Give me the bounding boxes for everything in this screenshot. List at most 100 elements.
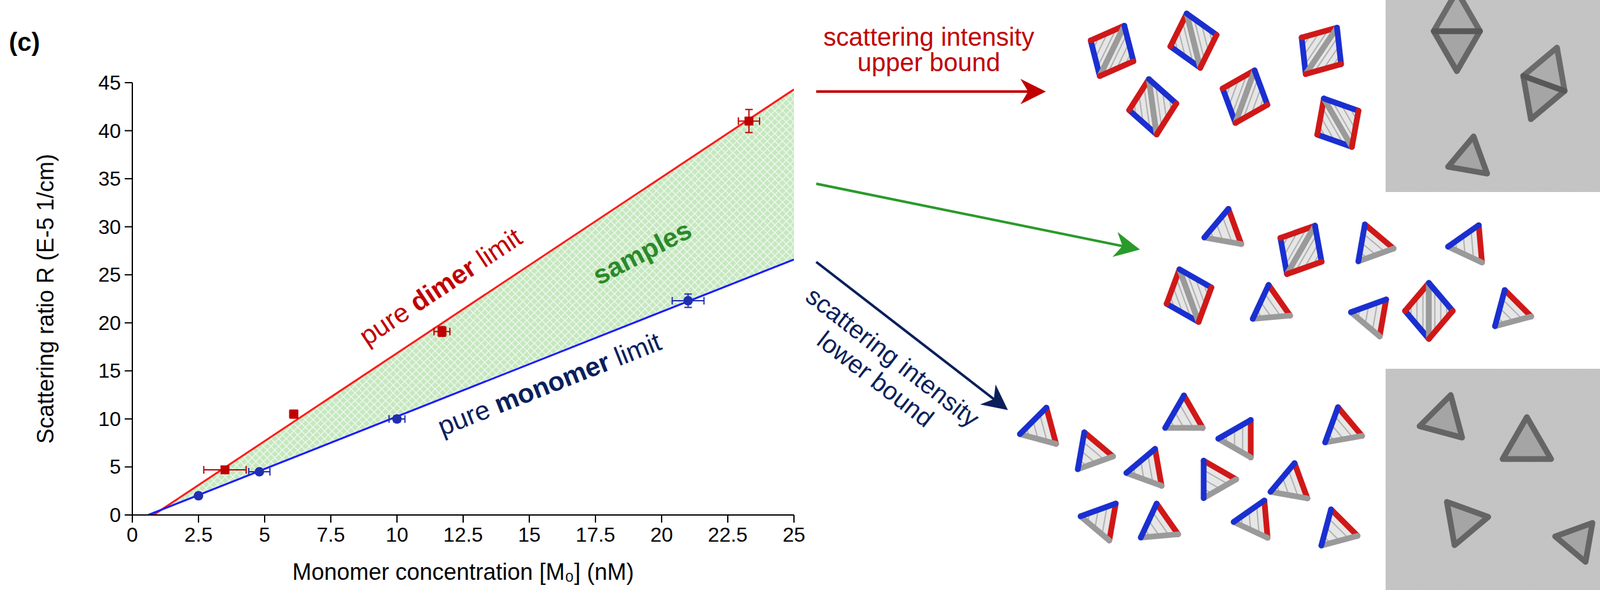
- y-tick: [124, 178, 133, 180]
- x-tick: [660, 515, 663, 523]
- x-error-bar: [203, 466, 247, 474]
- origami-edge: [1165, 425, 1204, 432]
- monomer-icon: [1019, 403, 1065, 445]
- limit-label: pure dimer limit: [353, 222, 528, 352]
- y-tick-label: 0: [109, 503, 121, 527]
- origami-edge: [1189, 287, 1221, 322]
- origami-edge: [1313, 509, 1340, 546]
- origami-face: [1347, 218, 1394, 262]
- origami-face: [1187, 451, 1237, 499]
- x-tick-label: 25: [782, 523, 806, 547]
- data-point: [683, 296, 693, 307]
- x-tick-label: 2.5: [184, 523, 213, 547]
- origami-face: [1218, 410, 1268, 459]
- y-tick-label: 45: [97, 71, 121, 95]
- origami-edge: [1351, 312, 1380, 337]
- origami-edge: [1325, 436, 1363, 443]
- origami-edge: [1447, 246, 1482, 263]
- y-axis-title: Scattering ratio R (E-5 1/cm): [32, 153, 59, 445]
- tem-particle: [1433, 31, 1481, 72]
- x-error-bar: [738, 117, 760, 125]
- origami-edge: [1323, 86, 1359, 123]
- limit-label: pure monomer limit: [433, 326, 666, 442]
- x-tick: [396, 515, 398, 523]
- origami-edge: [1495, 316, 1532, 327]
- origami-face: [1405, 283, 1429, 340]
- monomer-icon: [1486, 285, 1532, 327]
- origami-edge: [1183, 395, 1203, 429]
- origami-edge: [1019, 403, 1047, 440]
- origami-face: [1270, 459, 1314, 499]
- x-tick-label: 12.5: [443, 523, 483, 547]
- origami-edge: [1126, 473, 1162, 487]
- tem-particle: [1447, 136, 1487, 175]
- limit-line: [153, 89, 794, 516]
- dimer-icon: [1157, 261, 1221, 331]
- origami-edge: [1186, 7, 1217, 41]
- origami-edge: [1447, 217, 1479, 256]
- x-tick-label: 5: [258, 523, 271, 547]
- origami-edge: [1235, 96, 1268, 132]
- plot-area: [148, 89, 794, 516]
- origami-edge: [1252, 315, 1291, 319]
- monomer-icon: [1250, 283, 1291, 320]
- x-tick: [727, 515, 729, 523]
- x-tick-label: 17.5: [575, 523, 616, 547]
- origami-edge: [1486, 290, 1514, 327]
- origami-face: [1447, 217, 1496, 263]
- origami-edge: [1204, 205, 1229, 241]
- origami-face: [1099, 25, 1146, 86]
- origami-face: [1019, 403, 1065, 445]
- tem-noise: [1385, 0, 1600, 193]
- origami-edge: [1204, 237, 1242, 245]
- monomer-icon: [1165, 395, 1204, 429]
- origami-edge: [1203, 479, 1237, 499]
- samples-region: [148, 89, 794, 516]
- panel-label: (c): [8, 27, 41, 56]
- monomer-icon: [1447, 217, 1496, 263]
- origami-face: [1323, 86, 1373, 147]
- x-axis-title: Monomer concentration [M₀] (nM): [292, 559, 634, 586]
- tem-particle: [1555, 522, 1594, 562]
- origami-edge: [1218, 438, 1251, 458]
- tem-particle: [1446, 501, 1489, 546]
- origami-edge: [1319, 407, 1344, 443]
- origami-face: [1233, 493, 1282, 539]
- label-part: monomer: [489, 346, 614, 420]
- origami-edge: [1112, 25, 1146, 62]
- origami-edge: [1347, 224, 1377, 262]
- origami-edge: [1422, 290, 1424, 333]
- y-tick: [124, 274, 133, 276]
- origami-edge: [1321, 536, 1358, 546]
- origami-edge: [1165, 395, 1184, 429]
- y-error-bar: [290, 410, 298, 418]
- data-point: [392, 414, 403, 424]
- origami-edge: [1077, 456, 1113, 470]
- origami-edge: [1233, 522, 1268, 539]
- origami-face: [1080, 491, 1131, 541]
- origami-face: [1066, 426, 1114, 470]
- x-tick: [264, 515, 266, 523]
- x-tick: [330, 515, 332, 523]
- label-part: pure: [433, 391, 501, 443]
- monomer-icon: [1351, 287, 1401, 337]
- origami-edge: [1300, 225, 1336, 263]
- monomer-icon: [1138, 502, 1179, 539]
- y-tick: [124, 226, 133, 228]
- origami-edge: [1270, 459, 1295, 495]
- origami-edge: [1433, 290, 1436, 333]
- origami-edge: [1218, 410, 1251, 449]
- origami-face: [1179, 261, 1221, 322]
- origami-face: [1125, 78, 1157, 138]
- dimer-icon: [1125, 75, 1181, 139]
- origami-edge: [1405, 283, 1429, 312]
- monomer-icon: [1204, 205, 1247, 244]
- y-error-bar: [744, 109, 753, 133]
- y-tick-label: 15: [97, 359, 121, 383]
- arrow-samples: [816, 183, 1135, 249]
- monomer-icon: [1066, 426, 1114, 470]
- y-tick: [124, 370, 133, 372]
- x-tick: [793, 515, 795, 523]
- lower-bound-label: lower bound: [812, 325, 940, 433]
- x-error-bar: [433, 327, 450, 336]
